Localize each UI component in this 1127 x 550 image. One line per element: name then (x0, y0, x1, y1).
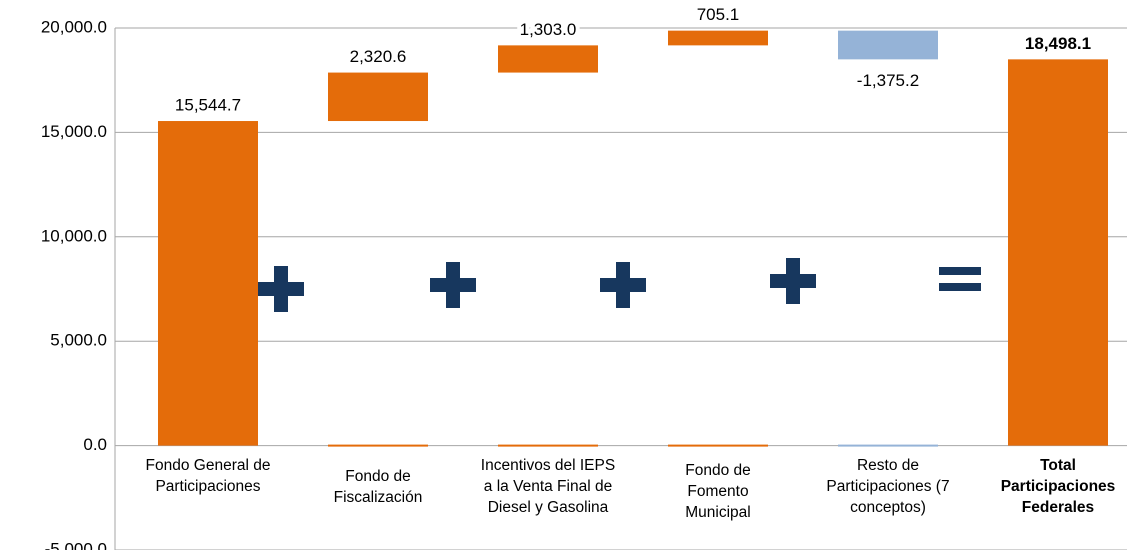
plus-bar (274, 266, 288, 312)
plus-sign (430, 262, 476, 308)
value-label: 15,544.7 (175, 96, 241, 115)
equals-sign (939, 267, 981, 291)
y-tick-label: -5,000.0 (45, 539, 107, 550)
y-tick-label: 5,000.0 (50, 331, 107, 350)
baseline-stub (668, 444, 768, 447)
bar (1008, 59, 1108, 446)
y-tick-label: 0.0 (83, 435, 107, 454)
equals-bar (939, 283, 981, 291)
bar (328, 72, 428, 122)
bar (498, 45, 598, 73)
y-tick-label: 10,000.0 (41, 226, 107, 245)
plus-sign (600, 262, 646, 308)
bar (668, 30, 768, 46)
x-tick-label: Fondo General de Participaciones (145, 457, 271, 495)
y-tick-label: 20,000.0 (41, 17, 107, 36)
plus-sign (258, 266, 304, 312)
plus-bar (786, 258, 800, 304)
value-label: -1,375.2 (857, 71, 919, 90)
plus-bar (616, 262, 630, 308)
x-tick-label: Resto de Participaciones (7 conceptos) (826, 457, 950, 516)
bar (158, 121, 258, 446)
x-tick-label: Fondo de Fomento Municipal (685, 462, 751, 521)
equals-bar (939, 267, 981, 275)
plus-sign (770, 258, 816, 304)
baseline-stub (498, 444, 598, 447)
value-label: 2,320.6 (350, 47, 407, 66)
y-tick-label: 15,000.0 (41, 122, 107, 141)
baseline-stub (328, 444, 428, 447)
value-label: 705.1 (697, 5, 740, 24)
x-tick-label: Total Participaciones Federales (1000, 457, 1116, 516)
x-tick-label: Incentivos del IEPS a la Venta Final de … (480, 457, 616, 516)
value-label: 18,498.1 (1025, 34, 1091, 53)
baseline-stub (838, 444, 938, 447)
bar (838, 30, 938, 60)
value-label: 1,303.0 (520, 20, 577, 39)
plus-bar (446, 262, 460, 308)
x-tick-label: Fondo de Fiscalización (333, 468, 423, 506)
